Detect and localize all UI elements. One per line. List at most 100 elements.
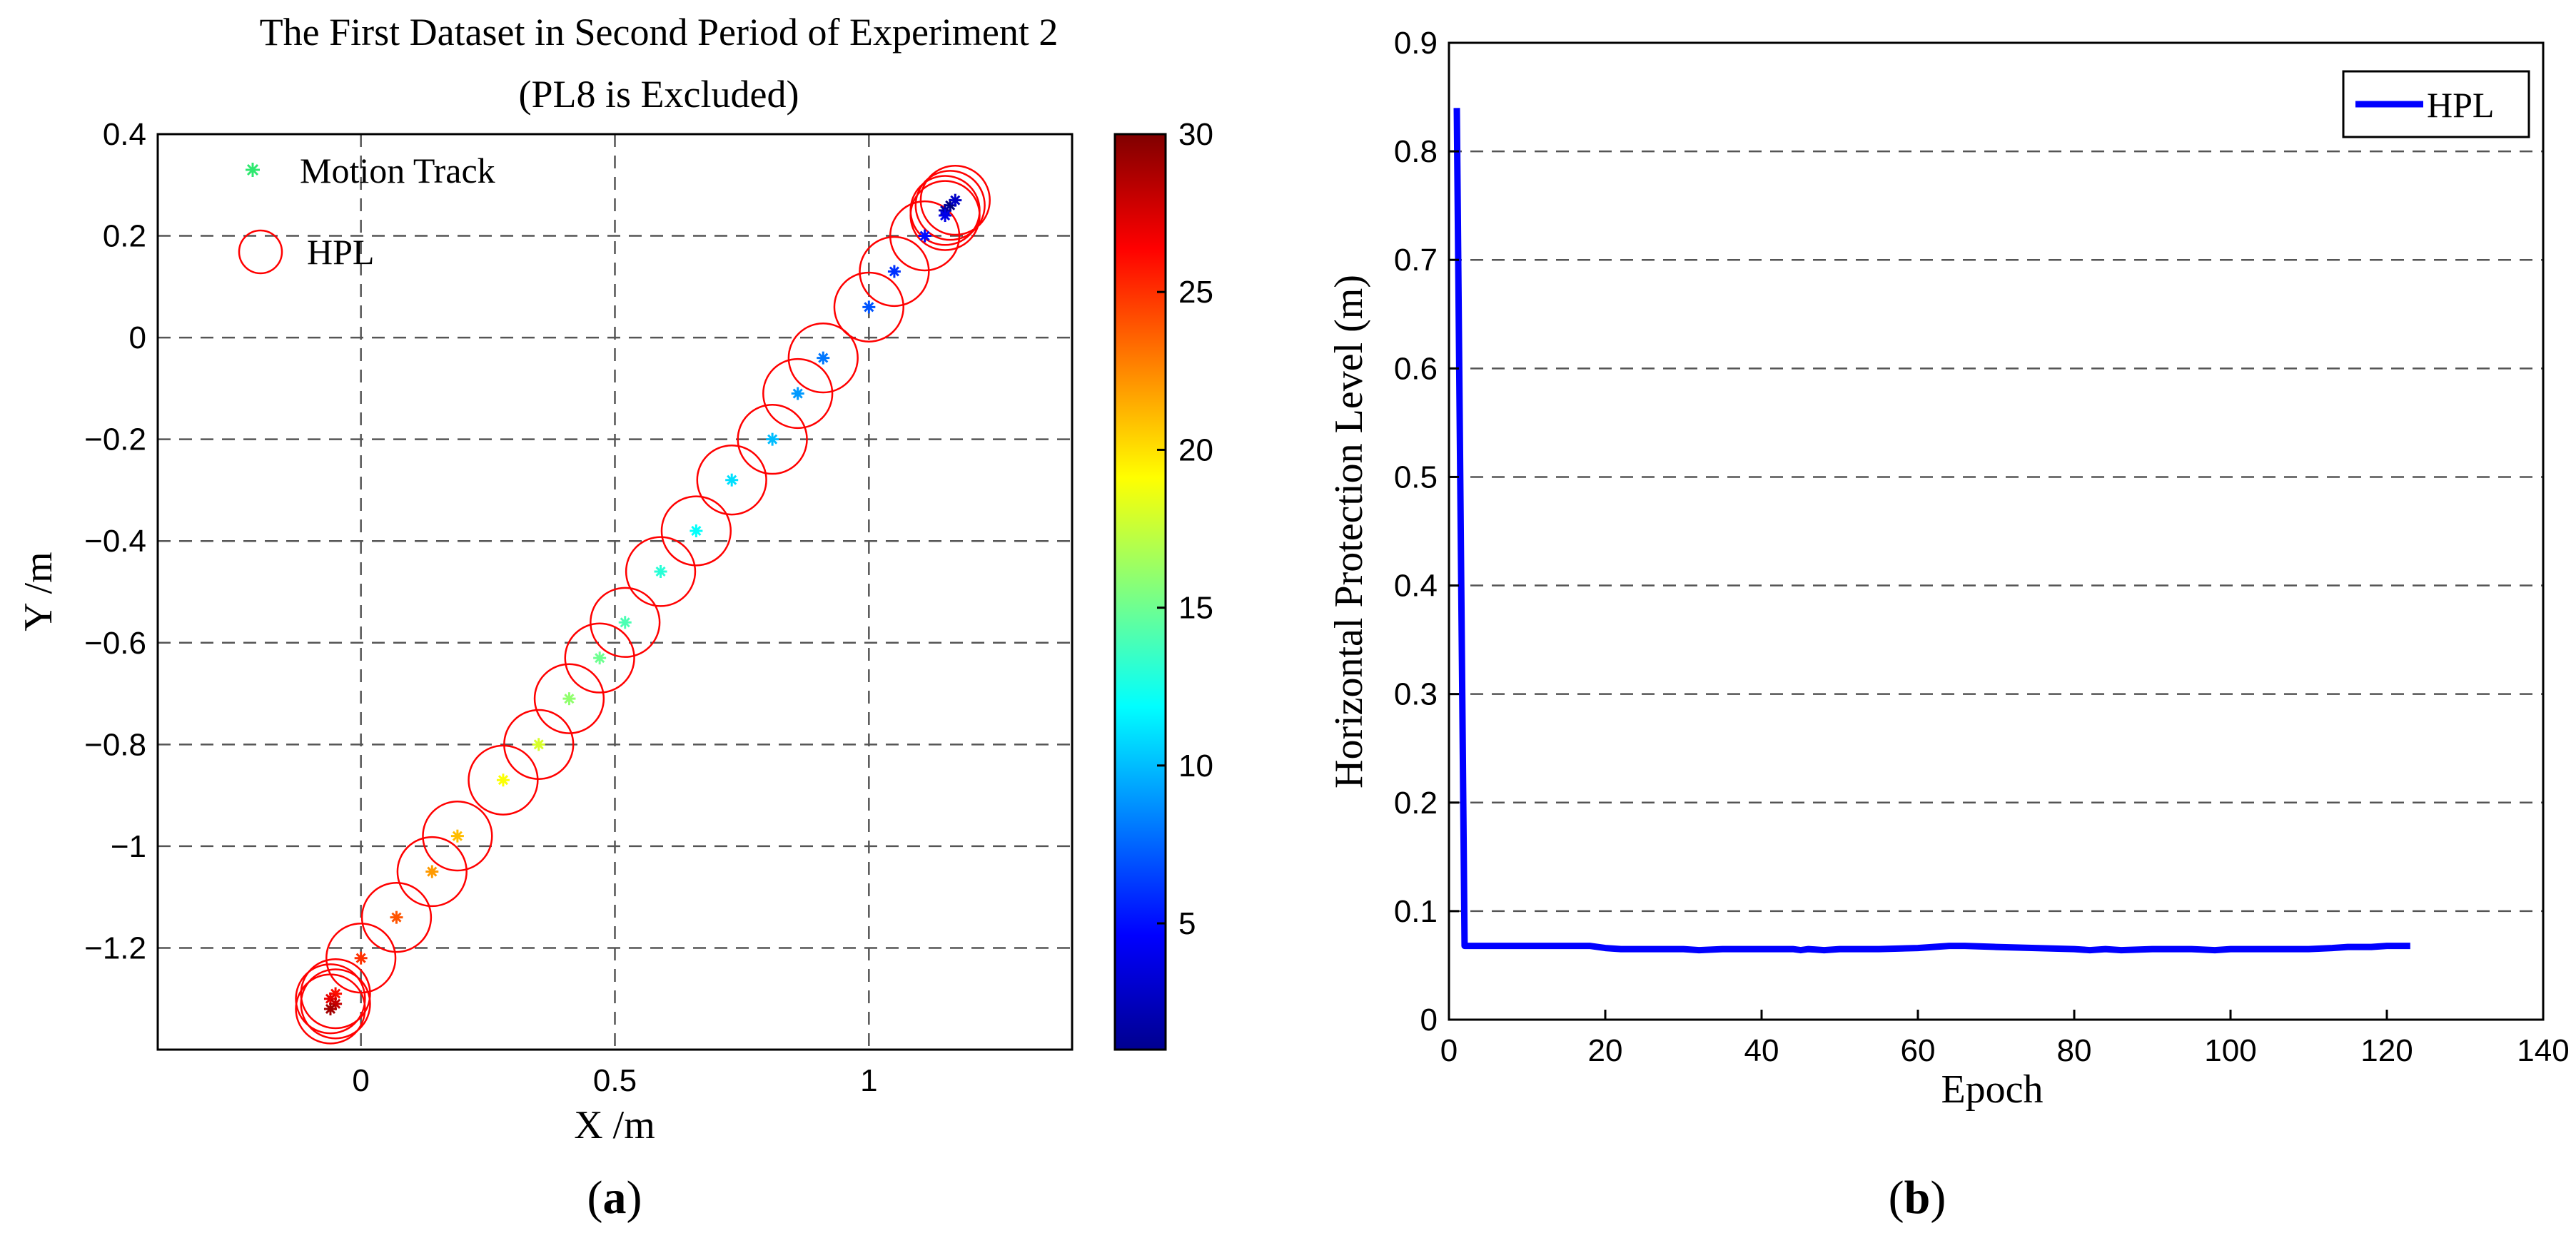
- y-tick-label: 0.4: [103, 117, 146, 152]
- hpl-circle: [625, 536, 697, 607]
- legend: Motion Track HPL: [238, 151, 495, 275]
- chart-title-line1: The First Dataset in Second Period of Ex…: [260, 11, 1059, 54]
- plot-area-frame: [156, 133, 1074, 1051]
- hpl-circle: [787, 322, 859, 394]
- y-tick-label: 0.6: [1394, 351, 1438, 386]
- panel-label-a: (a): [587, 1172, 642, 1224]
- hpl-circle: [396, 836, 468, 908]
- x-tick-label: 0: [1440, 1033, 1458, 1068]
- motion-track-point: [450, 829, 464, 843]
- x-axis-label: Epoch: [1941, 1067, 2043, 1112]
- x-axis-ticks: 0 0.5 1: [352, 1063, 877, 1098]
- hpl-circles: [295, 165, 991, 1045]
- y-tick-label: 0.2: [103, 219, 146, 254]
- y-tick-label: 0.3: [1394, 677, 1438, 712]
- hpl-circle: [914, 170, 986, 241]
- y-tick-label: 0: [129, 320, 146, 355]
- motion-track-point: [562, 692, 576, 706]
- panel-letter-a: a: [603, 1172, 627, 1224]
- y-tick-label: 0.9: [1394, 26, 1438, 61]
- x-tick-label: 100: [2204, 1033, 2256, 1068]
- legend-marker-hpl: [238, 229, 283, 275]
- colorbar-tick-label: 5: [1178, 906, 1196, 941]
- motion-track-point: [618, 616, 632, 629]
- plot-area-frame: [1448, 41, 2545, 1021]
- colorbar-tick-label: 20: [1178, 432, 1213, 467]
- motion-track-point: [354, 951, 368, 965]
- hpl-circle: [503, 709, 575, 780]
- y-tick-label: −1: [111, 829, 146, 864]
- x-tick-label: 140: [2517, 1033, 2569, 1068]
- y-axis-ticks: 0.4 0.2 0 −0.2 −0.4 −0.6 −0.8 −1 −1.2: [84, 117, 146, 965]
- motion-track-point: [390, 910, 403, 924]
- colorbar-ticks: 5 10 15 20 25 30: [1157, 117, 1213, 941]
- legend: HPL: [2342, 70, 2530, 138]
- colorbar-tick-label: 25: [1178, 275, 1213, 310]
- x-tick-label: 80: [2057, 1033, 2092, 1068]
- y-tick-label: 0.1: [1394, 894, 1438, 929]
- colorbar-tick-label: 10: [1178, 749, 1213, 783]
- motion-track-point: [654, 564, 667, 578]
- legend-marker-motion-track: [246, 163, 260, 177]
- colorbar-tick-label: 15: [1178, 591, 1213, 626]
- legend-label-motion-track: Motion Track: [300, 151, 495, 191]
- motion-track-point: [791, 387, 804, 400]
- hpl-circle: [859, 235, 930, 308]
- motion-track-point: [593, 651, 607, 665]
- hpl-circle: [737, 404, 808, 475]
- motion-track-point: [766, 432, 779, 446]
- y-tick-label: −0.6: [84, 626, 146, 661]
- hpl-circle: [889, 200, 961, 272]
- y-tick-label: 0.4: [1394, 569, 1438, 604]
- grid: [158, 133, 1072, 1050]
- y-tick-label: −0.2: [84, 422, 146, 457]
- hpl-circle: [696, 445, 767, 516]
- y-tick-label: −1.2: [84, 930, 146, 965]
- panel-a-chart: The First Dataset in Second Period of Ex…: [16, 11, 1213, 1224]
- chart-title-line2: (PL8 is Excluded): [519, 73, 799, 116]
- hpl-circle: [295, 973, 366, 1045]
- hpl-circle: [295, 963, 366, 1035]
- y-axis-ticks: 0 0.1 0.2 0.3 0.4 0.5 0.6 0.7 0.8 0.9: [1394, 26, 1459, 1037]
- x-tick-label: 0: [352, 1063, 369, 1098]
- x-tick-label: 0.5: [593, 1063, 637, 1098]
- hpl-series-line: [1453, 108, 2410, 954]
- x-tick-label: 60: [1901, 1033, 1936, 1068]
- colorbar: [1113, 133, 1167, 1051]
- hpl-circle: [300, 958, 371, 1030]
- grid: [1449, 150, 2543, 913]
- colorbar-tick-label: 30: [1178, 117, 1213, 152]
- hpl-circle: [564, 622, 635, 694]
- motion-track-point: [949, 193, 962, 207]
- x-axis-label: X /m: [574, 1103, 655, 1147]
- legend-label-hpl: HPL: [2427, 85, 2494, 125]
- x-tick-label: 40: [1744, 1033, 1779, 1068]
- motion-track-point: [496, 773, 510, 787]
- y-tick-label: −0.4: [84, 524, 146, 559]
- motion-track-point: [532, 738, 545, 751]
- hpl-circle: [660, 495, 732, 567]
- x-tick-label: 20: [1588, 1033, 1623, 1068]
- x-tick-label: 120: [2360, 1033, 2413, 1068]
- hpl-circle: [762, 357, 834, 430]
- panel-letter-b: b: [1904, 1172, 1931, 1224]
- motion-track-point: [862, 300, 876, 314]
- hpl-circle: [422, 800, 493, 872]
- motion-track-point: [918, 229, 931, 243]
- motion-track-point: [725, 473, 739, 487]
- y-tick-label: −0.8: [84, 727, 146, 762]
- hpl-circle: [590, 587, 661, 658]
- y-tick-label: 0: [1420, 1003, 1438, 1037]
- hpl-circle: [909, 180, 981, 251]
- panel-label-b: (b): [1889, 1172, 1946, 1224]
- panel-b-chart: 0 20 40 60 80 100 120 140 0 0.1 0.2 0.3 0.4 0.5 0.6 0.…: [1327, 26, 2570, 1224]
- y-tick-label: 0.8: [1394, 134, 1438, 169]
- y-tick-label: 0.5: [1394, 460, 1438, 494]
- motion-track-point: [939, 209, 952, 223]
- hpl-circle: [300, 968, 371, 1040]
- y-tick-label: 0.2: [1394, 786, 1438, 821]
- legend-label-hpl: HPL: [307, 232, 374, 272]
- hpl-circle: [919, 165, 991, 236]
- motion-track-points: [323, 193, 962, 1015]
